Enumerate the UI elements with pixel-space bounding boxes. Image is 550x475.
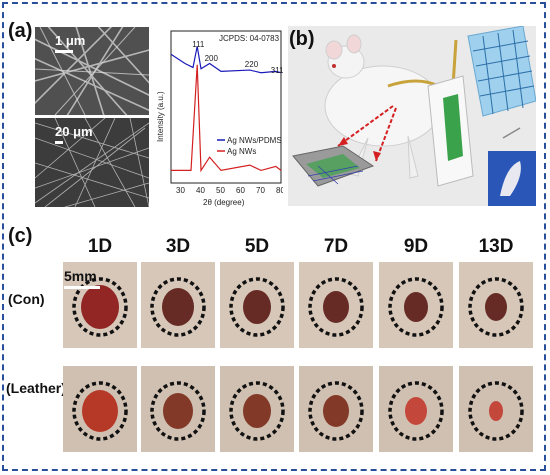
panel-label-b: (b) <box>289 28 315 50</box>
wound-photo-con-1d <box>63 262 137 348</box>
schematic-panel <box>288 26 536 206</box>
day-label-5: 9D <box>403 236 429 257</box>
day-label-4: 7D <box>323 236 349 257</box>
sem-image-top: 1 μm <box>35 27 149 115</box>
wound-photo-con-9d <box>379 262 453 348</box>
xrd-series-agnws-pdms <box>170 46 282 74</box>
xrd-ylabel: Intensity (a.u.) <box>156 91 165 142</box>
panel-c-scale-bar <box>64 286 100 289</box>
panel-c-scale-label: 5mm <box>64 268 97 284</box>
wound-photo-con-7d <box>299 262 373 348</box>
xrd-xtick-40: 40 <box>196 186 205 195</box>
row-label-con: (Con) <box>8 291 45 307</box>
wound-photo-leather-3d <box>141 366 215 452</box>
xrd-peak-label-111: 111 <box>192 40 205 49</box>
sem-scale-top-label: 1 μm <box>55 33 86 48</box>
wound-photo-leather-7d <box>299 366 373 452</box>
wound-photo-con-3d <box>141 262 215 348</box>
xrd-jcpds: JCPDS: 04-0783 <box>219 34 280 43</box>
wound-photo-leather-1d <box>63 366 137 452</box>
wound-photo-con-13d <box>459 262 533 348</box>
xrd-series-agnws <box>171 64 282 173</box>
day-label-3: 5D <box>244 236 270 257</box>
xrd-plot-area <box>170 30 282 184</box>
xrd-chart: JCPDS: 04-0783 Intensity (a.u.) 2θ (degr… <box>153 27 285 207</box>
xrd-xtick-60: 60 <box>236 186 245 195</box>
xrd-peak-label-311: 311 <box>271 66 283 75</box>
day-label-6: 13D <box>478 236 514 257</box>
xrd-legend-label-0: Ag NWs/PDMS <box>227 136 282 145</box>
day-label-2: 3D <box>165 236 191 257</box>
wound-photo-leather-9d <box>379 366 453 452</box>
nanowire-texture-top <box>35 27 149 115</box>
xrd-legend-label-1: Ag NWs <box>227 147 256 156</box>
xrd-svg: JCPDS: 04-0783 Intensity (a.u.) 2θ (degr… <box>156 30 285 207</box>
xrd-xtick-70: 70 <box>256 186 265 195</box>
wound-photo-leather-5d <box>220 366 294 452</box>
sem-image-bottom: 20 μm <box>35 118 149 207</box>
day-label-1: 1D <box>87 236 113 257</box>
mouse-schematic-illustration <box>288 26 536 206</box>
panel-label-a: (a) <box>8 20 33 42</box>
sem-scale-bottom-label: 20 μm <box>55 124 93 139</box>
row-label-leather: (Leather) <box>6 380 66 396</box>
xrd-peak-label-200: 200 <box>205 54 219 63</box>
xrd-xtick-30: 30 <box>176 186 185 195</box>
xrd-xtick-80: 80 <box>276 186 283 195</box>
figure-frame <box>2 2 546 471</box>
sem-scale-bottom-bar <box>55 141 63 144</box>
wound-photo-con-5d <box>220 262 294 348</box>
panel-label-c: (c) <box>8 225 33 247</box>
xrd-peak-label-220: 220 <box>245 60 259 69</box>
nanowire-texture-bottom <box>35 118 149 207</box>
wound-photo-leather-13d <box>459 366 533 452</box>
xrd-xtick-50: 50 <box>216 186 225 195</box>
xrd-xlabel: 2θ (degree) <box>203 198 245 207</box>
sem-scale-top-bar <box>55 50 73 53</box>
